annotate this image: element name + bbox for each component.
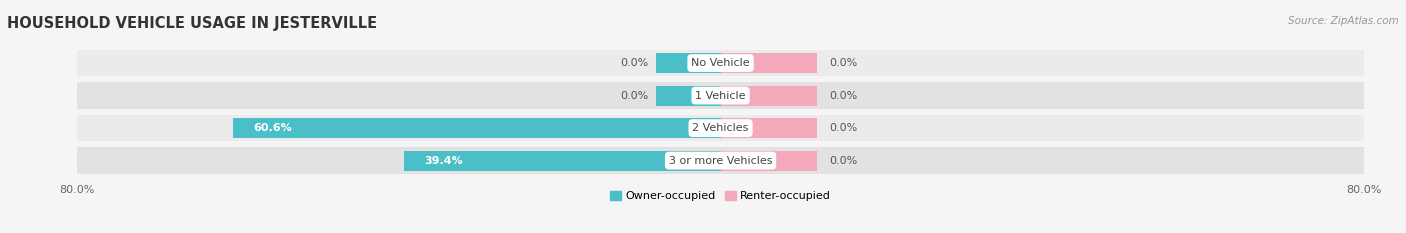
Text: No Vehicle: No Vehicle	[692, 58, 749, 68]
Bar	[657, 86, 721, 106]
Bar	[77, 147, 1364, 174]
Bar	[721, 86, 817, 106]
Bar	[77, 115, 1364, 141]
Text: 2 Vehicles: 2 Vehicles	[692, 123, 749, 133]
Text: HOUSEHOLD VEHICLE USAGE IN JESTERVILLE: HOUSEHOLD VEHICLE USAGE IN JESTERVILLE	[7, 16, 377, 31]
Bar	[721, 151, 817, 171]
Text: 3 or more Vehicles: 3 or more Vehicles	[669, 156, 772, 166]
Text: 0.0%: 0.0%	[620, 91, 648, 101]
Text: 0.0%: 0.0%	[830, 58, 858, 68]
Text: 60.6%: 60.6%	[253, 123, 292, 133]
Bar	[721, 118, 817, 138]
Text: 0.0%: 0.0%	[830, 123, 858, 133]
Bar	[404, 151, 721, 171]
Text: 39.4%: 39.4%	[423, 156, 463, 166]
Bar	[657, 53, 721, 73]
Text: 0.0%: 0.0%	[830, 156, 858, 166]
Text: 0.0%: 0.0%	[830, 91, 858, 101]
Bar	[233, 118, 721, 138]
Text: Source: ZipAtlas.com: Source: ZipAtlas.com	[1288, 16, 1399, 26]
Text: 0.0%: 0.0%	[620, 58, 648, 68]
Bar	[721, 53, 817, 73]
Text: 1 Vehicle: 1 Vehicle	[696, 91, 745, 101]
Bar	[77, 50, 1364, 76]
Bar	[77, 82, 1364, 109]
Legend: Owner-occupied, Renter-occupied: Owner-occupied, Renter-occupied	[610, 191, 831, 201]
